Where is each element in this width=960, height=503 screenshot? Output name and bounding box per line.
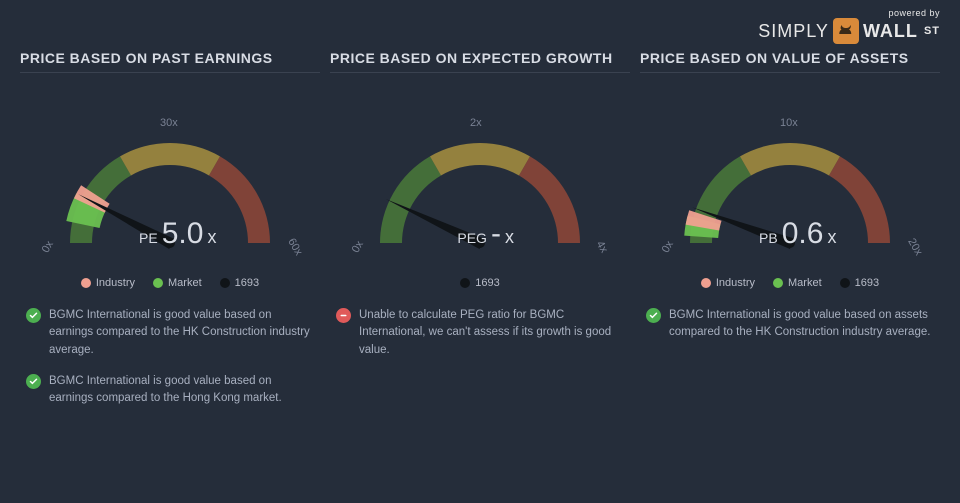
legend-label: Market: [788, 277, 822, 289]
gauge-tick: 10x: [780, 117, 798, 129]
panel-title: PRICE BASED ON PAST EARNINGS: [20, 50, 320, 73]
note: Unable to calculate PEG ratio for BGMC I…: [336, 307, 624, 359]
note: BGMC International is good value based o…: [26, 307, 314, 359]
legend-swatch: [220, 278, 230, 288]
brand-logo: powered by SIMPLY WALLST: [758, 8, 940, 44]
note-text: BGMC International is good value based o…: [49, 373, 314, 408]
metric-value: -: [491, 217, 501, 251]
legend-item: Industry: [701, 277, 755, 289]
legend: Industry Market 1693: [640, 277, 940, 289]
legend-item: Industry: [81, 277, 135, 289]
gauge-tick: 30x: [160, 117, 178, 129]
metric-label: PB: [759, 230, 778, 246]
legend-swatch: [81, 278, 91, 288]
note-text: Unable to calculate PEG ratio for BGMC I…: [359, 307, 624, 359]
note-text: BGMC International is good value based o…: [669, 307, 934, 342]
gauge: 0x2x4xPEG-x: [340, 93, 620, 273]
legend-swatch: [840, 278, 850, 288]
legend-label: Market: [168, 277, 202, 289]
gauge-value: PEG-x: [457, 217, 514, 251]
legend-item: 1693: [840, 277, 879, 289]
gauge-value: PE5.0x: [139, 217, 216, 251]
gauge-tick: 2x: [470, 117, 482, 129]
valuation-panel: PRICE BASED ON VALUE OF ASSETS0x10x20xPB…: [640, 50, 940, 421]
check-icon: [26, 374, 41, 389]
legend-swatch: [153, 278, 163, 288]
metric-suffix: x: [505, 227, 514, 248]
check-icon: [26, 308, 41, 323]
legend-item: Market: [773, 277, 822, 289]
legend-item: 1693: [460, 277, 499, 289]
valuation-panel: PRICE BASED ON PAST EARNINGS0x30x60xPE5.…: [20, 50, 320, 421]
notes: Unable to calculate PEG ratio for BGMC I…: [330, 307, 630, 359]
check-icon: [646, 308, 661, 323]
metric-suffix: x: [207, 227, 216, 248]
legend-swatch: [460, 278, 470, 288]
powered-by-text: powered by: [758, 8, 940, 18]
panel-title: PRICE BASED ON VALUE OF ASSETS: [640, 50, 940, 73]
legend-swatch: [701, 278, 711, 288]
metric-label: PEG: [457, 230, 487, 246]
metric-value: 0.6: [782, 217, 824, 251]
legend-label: 1693: [855, 277, 879, 289]
legend-label: 1693: [235, 277, 259, 289]
minus-icon: [336, 308, 351, 323]
notes: BGMC International is good value based o…: [640, 307, 940, 342]
metric-label: PE: [139, 230, 158, 246]
note: BGMC International is good value based o…: [26, 373, 314, 408]
valuation-panel: PRICE BASED ON EXPECTED GROWTH0x2x4xPEG-…: [330, 50, 630, 421]
panel-title: PRICE BASED ON EXPECTED GROWTH: [330, 50, 630, 73]
legend: 1693: [330, 277, 630, 289]
legend: Industry Market 1693: [20, 277, 320, 289]
legend-label: 1693: [475, 277, 499, 289]
legend-label: Industry: [716, 277, 755, 289]
gauge: 0x10x20xPB0.6x: [650, 93, 930, 273]
bull-icon: [833, 18, 859, 44]
notes: BGMC International is good value based o…: [20, 307, 320, 407]
note-text: BGMC International is good value based o…: [49, 307, 314, 359]
legend-item: Market: [153, 277, 202, 289]
note: BGMC International is good value based o…: [646, 307, 934, 342]
gauge-value: PB0.6x: [759, 217, 836, 251]
legend-swatch: [773, 278, 783, 288]
legend-label: Industry: [96, 277, 135, 289]
gauge: 0x30x60xPE5.0x: [30, 93, 310, 273]
panels-row: PRICE BASED ON PAST EARNINGS0x30x60xPE5.…: [0, 0, 960, 421]
metric-suffix: x: [827, 227, 836, 248]
brand-name: SIMPLY WALLST: [758, 18, 940, 44]
legend-item: 1693: [220, 277, 259, 289]
metric-value: 5.0: [162, 217, 204, 251]
